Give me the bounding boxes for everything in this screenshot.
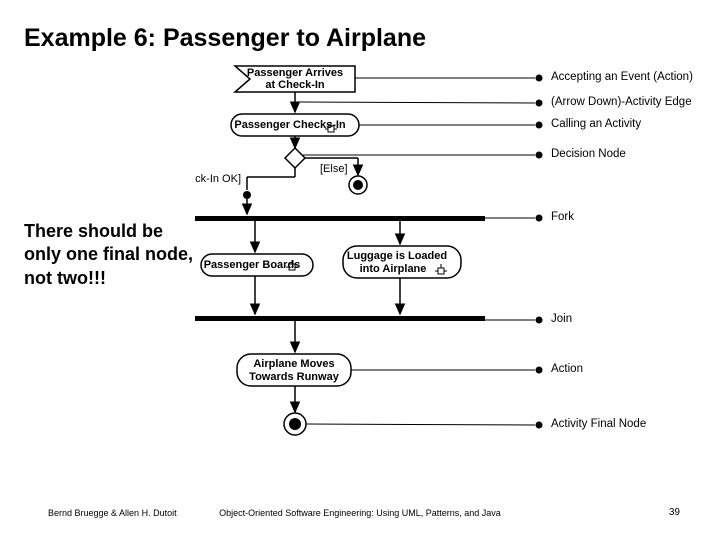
legend-dot-3	[536, 122, 543, 129]
moves-line2: Towards Runway	[249, 371, 340, 383]
final-node-else	[349, 176, 367, 194]
checkin-activity: Passenger Checks-In	[231, 114, 359, 136]
fork-bar	[195, 216, 485, 221]
footer-page: 39	[669, 507, 680, 518]
guard-ok: [Check-In OK]	[195, 173, 241, 185]
moves-action: Airplane Moves Towards Runway	[237, 354, 351, 386]
legend-dot-5	[536, 215, 543, 222]
slide-title: Example 6: Passenger to Airplane	[24, 24, 426, 53]
activity-diagram: Passenger Arrives at Check-In Passenger …	[195, 62, 705, 482]
legend-label-8: Activity Final Node	[551, 418, 646, 430]
legend-label-2: (Arrow Down)-Activity Edge	[551, 96, 692, 108]
legend-label-7: Action	[551, 363, 583, 375]
footer-author: Bernd Bruegge & Allen H. Dutoit	[48, 508, 177, 518]
legend-dot-2	[536, 100, 543, 107]
legend-label-6: Join	[551, 313, 572, 325]
luggage-line1: Luggage is Loaded	[347, 250, 447, 262]
join-bar	[195, 316, 485, 321]
footer-title: Object-Oriented Software Engineering: Us…	[219, 508, 501, 518]
legend-dot-6	[536, 317, 543, 324]
legend-label-5: Fork	[551, 211, 574, 223]
legend-label-1: Accepting an Event (Action)	[551, 71, 693, 83]
legend-line-2	[300, 102, 535, 103]
decision-node	[285, 148, 305, 168]
accept-line2: at Check-In	[265, 79, 325, 91]
side-note: There should be only one final node, not…	[24, 220, 204, 290]
luggage-activity: Luggage is Loaded into Airplane	[343, 246, 461, 278]
legend-dot-7	[536, 367, 543, 374]
luggage-line2: into Airplane	[360, 263, 427, 275]
guard-else: [Else]	[320, 163, 348, 175]
initial-dot	[243, 191, 251, 199]
boards-label: Passenger Boards	[204, 259, 301, 271]
legend-line-8	[306, 424, 535, 425]
checkin-label: Passenger Checks-In	[234, 119, 346, 131]
final-node-main	[284, 413, 306, 435]
accept-event-node: Passenger Arrives at Check-In	[235, 66, 355, 92]
accept-line1: Passenger Arrives	[247, 67, 343, 79]
legend-dot-1	[536, 75, 543, 82]
legend-dot-4	[536, 152, 543, 159]
moves-line1: Airplane Moves	[253, 358, 334, 370]
legend-label-4: Decision Node	[551, 148, 626, 160]
legend-dot-8	[536, 422, 543, 429]
boards-activity: Passenger Boards	[201, 254, 313, 276]
legend-label-3: Calling an Activity	[551, 118, 641, 130]
